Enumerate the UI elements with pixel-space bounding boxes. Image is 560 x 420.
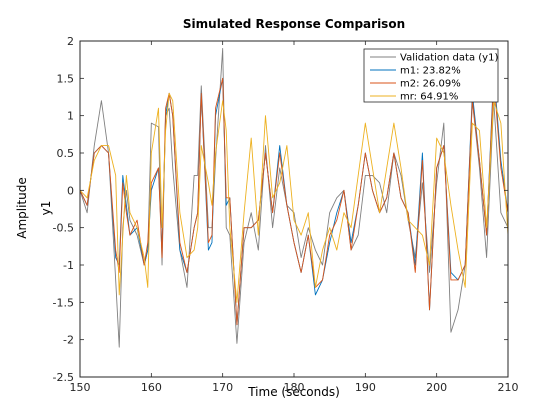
x-tick-label: 200 — [426, 381, 447, 394]
x-tick-label: 150 — [70, 381, 91, 394]
y-tick-label: 2 — [67, 35, 74, 48]
legend-label-2: m1: 23.82% — [400, 66, 461, 77]
legend: Validation data (y1) m1: 23.82% m2: 26.09%… — [363, 48, 499, 103]
series-layer — [79, 48, 509, 348]
x-tick-label: 160 — [141, 381, 162, 394]
channel-label: y1 — [39, 201, 53, 216]
x-tick-label: 190 — [355, 381, 376, 394]
legend-label-4: mr: 64.91% — [400, 92, 458, 103]
y-tick-label: -0.5 — [53, 222, 74, 235]
legend-entries: Validation data (y1) m1: 23.82% m2: 26.09%… — [370, 53, 498, 103]
y-tick-label: 0 — [67, 184, 74, 197]
chart-title: Simulated Response Comparison — [183, 17, 405, 31]
x-tick-label: 180 — [284, 381, 305, 394]
y-tick-label: -2.5 — [53, 371, 74, 384]
y-tick-label: 0.5 — [57, 147, 75, 160]
x-axis-label: Time (seconds) — [247, 385, 340, 399]
y-axis-label: Amplitude — [15, 177, 29, 239]
y-tick-label: 1.5 — [57, 72, 75, 85]
x-tick-label: 170 — [212, 381, 233, 394]
y-tick-label: 1 — [67, 110, 74, 123]
ticks-layer: 150 160 170 180 190 200 210 -2.5 -2 -1.5 -1 -0.5 0 0.… — [53, 35, 519, 394]
legend-box — [363, 48, 499, 103]
series-line-3 — [79, 77, 509, 326]
y-tick-label: -1.5 — [53, 296, 74, 309]
x-tick-label: 210 — [498, 381, 519, 394]
legend-label-3: m2: 26.09% — [400, 79, 461, 90]
y-tick-label: -1 — [63, 259, 74, 272]
legend-label-1: Validation data (y1) — [400, 53, 498, 64]
y-tick-label: -2 — [63, 334, 74, 347]
series-line-4 — [79, 92, 509, 303]
